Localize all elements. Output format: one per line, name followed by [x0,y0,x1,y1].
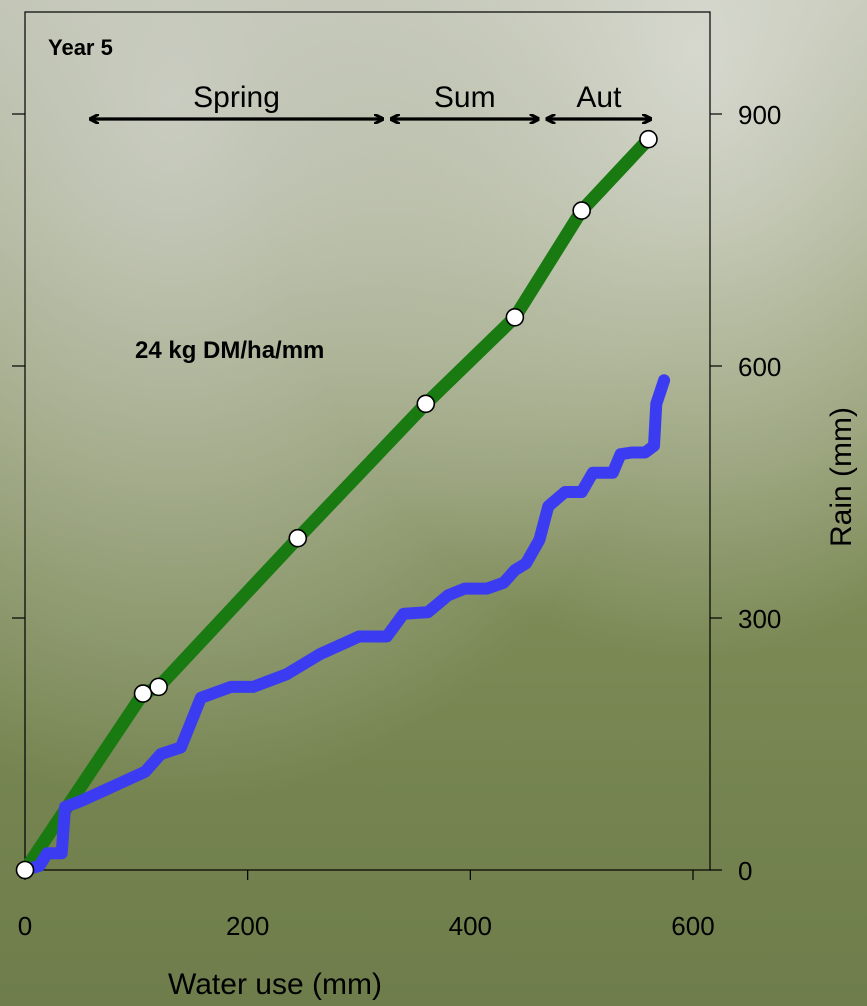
season-label: Aut [576,81,622,114]
data-point-marker [417,395,434,412]
season-layer: Spring Sum Aut [90,81,651,119]
x-tick-label: 400 [449,911,492,941]
data-point-marker [289,530,306,547]
data-point-marker [506,309,523,326]
water-use-line [25,380,664,870]
data-point-marker [150,678,167,695]
season-label: Spring [193,81,280,114]
bottom-axis: 0 200 400 600 [18,870,715,941]
data-point-marker [135,685,152,702]
y-tick-label: 0 [738,856,752,886]
year-label: Year 5 [48,35,113,60]
data-point-marker [640,131,657,148]
series-layer [25,139,664,870]
y-axis-title: Rain (mm) [825,407,858,547]
y-tick-label: 300 [738,604,781,634]
data-point-marker [573,202,590,219]
x-tick-label: 600 [671,911,714,941]
x-tick-label: 200 [226,911,269,941]
data-point-marker [17,862,34,879]
right-axis: 0 300 600 900 [710,100,781,886]
season-label: Sum [434,81,496,114]
rate-annotation: 24 kg DM/ha/mm [135,337,324,364]
x-tick-label: 0 [18,911,32,941]
x-axis-title: Water use (mm) [168,968,382,1001]
left-ticks [12,114,25,618]
y-tick-label: 900 [738,100,781,130]
y-tick-label: 600 [738,352,781,382]
plot-frame [25,12,710,870]
